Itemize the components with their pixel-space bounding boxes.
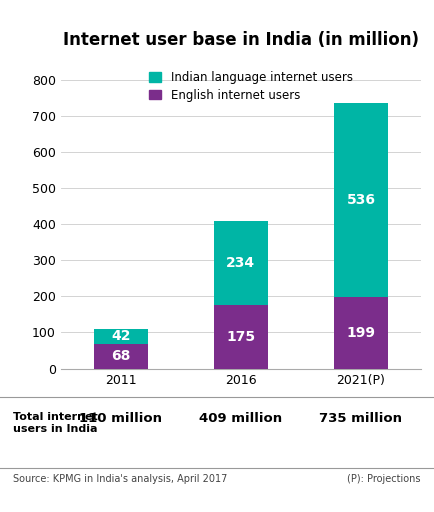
Text: 199: 199 bbox=[346, 326, 375, 339]
Text: 735 million: 735 million bbox=[319, 412, 402, 425]
Bar bbox=[334, 103, 388, 297]
Text: 68: 68 bbox=[111, 349, 131, 364]
Text: 409 million: 409 million bbox=[199, 412, 283, 425]
Text: 175: 175 bbox=[226, 330, 256, 344]
Text: 110 million: 110 million bbox=[79, 412, 162, 425]
Title: Internet user base in India (in million): Internet user base in India (in million) bbox=[63, 31, 419, 49]
Bar bbox=[94, 329, 148, 344]
Bar bbox=[94, 344, 148, 369]
Text: 234: 234 bbox=[226, 256, 256, 270]
Text: 42: 42 bbox=[111, 330, 131, 344]
Legend: Indian language internet users, English internet users: Indian language internet users, English … bbox=[146, 68, 356, 105]
Text: (P): Projections: (P): Projections bbox=[348, 474, 421, 484]
Bar bbox=[214, 305, 268, 369]
Text: Total internet
users in India: Total internet users in India bbox=[13, 412, 98, 434]
Text: Source: KPMG in India's analysis, April 2017: Source: KPMG in India's analysis, April … bbox=[13, 474, 227, 484]
Text: 536: 536 bbox=[346, 193, 375, 207]
Bar bbox=[214, 221, 268, 305]
Bar bbox=[334, 297, 388, 369]
